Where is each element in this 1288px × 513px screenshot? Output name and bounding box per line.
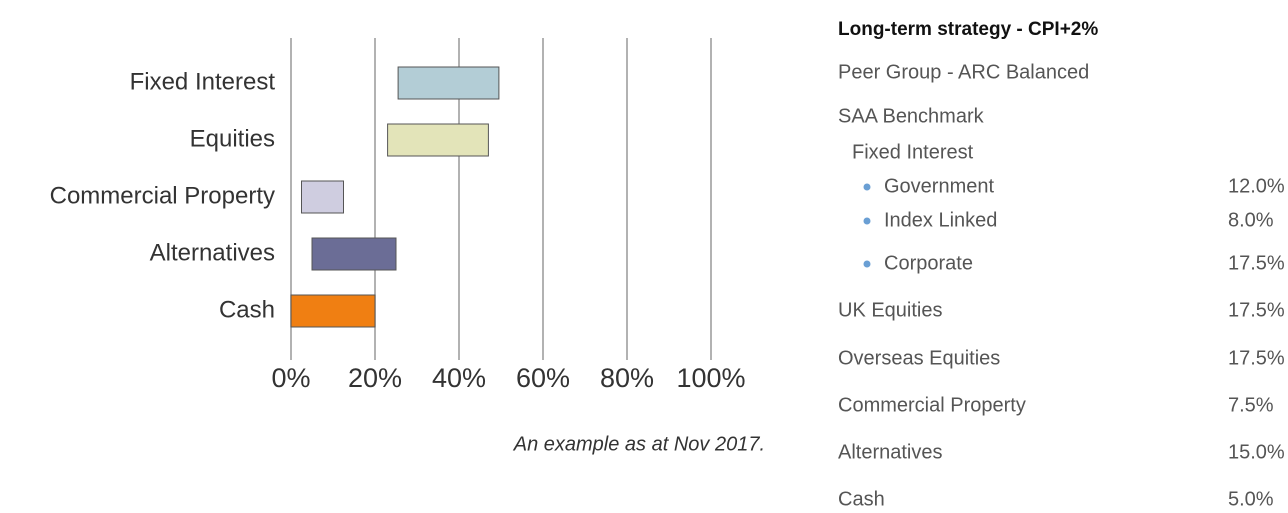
- item-value: 15.0%: [1228, 441, 1285, 463]
- bullet: [863, 217, 871, 225]
- sub-item-value: 8.0%: [1228, 209, 1274, 231]
- bullet: [863, 260, 871, 268]
- category-label: Commercial Property: [50, 182, 275, 209]
- bullet: [863, 183, 871, 191]
- category-label: Fixed Interest: [130, 68, 276, 95]
- category-label: Cash: [219, 296, 275, 323]
- item-label: Overseas Equities: [838, 347, 1000, 369]
- bar: [301, 180, 344, 214]
- x-tick-label: 80%: [600, 363, 654, 393]
- bar: [397, 66, 500, 100]
- benchmark: SAA Benchmark: [838, 105, 985, 127]
- category-label: Equities: [190, 125, 275, 152]
- annotation: An example as at Nov 2017.: [513, 433, 765, 455]
- bar: [290, 294, 376, 328]
- item-label: Alternatives: [838, 441, 943, 463]
- item-value: 17.5%: [1228, 299, 1285, 321]
- sub-item-label: Corporate: [884, 252, 973, 274]
- peer-group: Peer Group - ARC Balanced: [838, 61, 1089, 83]
- sub-item-label: Index Linked: [884, 209, 997, 231]
- category-label: Alternatives: [150, 239, 275, 266]
- item-value: 5.0%: [1228, 488, 1274, 510]
- x-tick-label: 60%: [516, 363, 570, 393]
- x-tick-label: 100%: [676, 363, 745, 393]
- sub-item-label: Government: [884, 175, 994, 197]
- item-label: UK Equities: [838, 299, 943, 321]
- item-label: Commercial Property: [838, 394, 1026, 416]
- x-tick-label: 20%: [348, 363, 402, 393]
- bar: [311, 237, 397, 271]
- item-label: Cash: [838, 488, 885, 510]
- x-tick-label: 40%: [432, 363, 486, 393]
- subheading: Fixed Interest: [852, 141, 974, 163]
- item-value: 7.5%: [1228, 394, 1274, 416]
- sub-item-value: 17.5%: [1228, 252, 1285, 274]
- sub-item-value: 12.0%: [1228, 175, 1285, 197]
- panel-title: Long-term strategy - CPI+2%: [838, 19, 1098, 40]
- bar: [387, 123, 489, 157]
- x-tick-label: 0%: [271, 363, 310, 393]
- item-value: 17.5%: [1228, 347, 1285, 369]
